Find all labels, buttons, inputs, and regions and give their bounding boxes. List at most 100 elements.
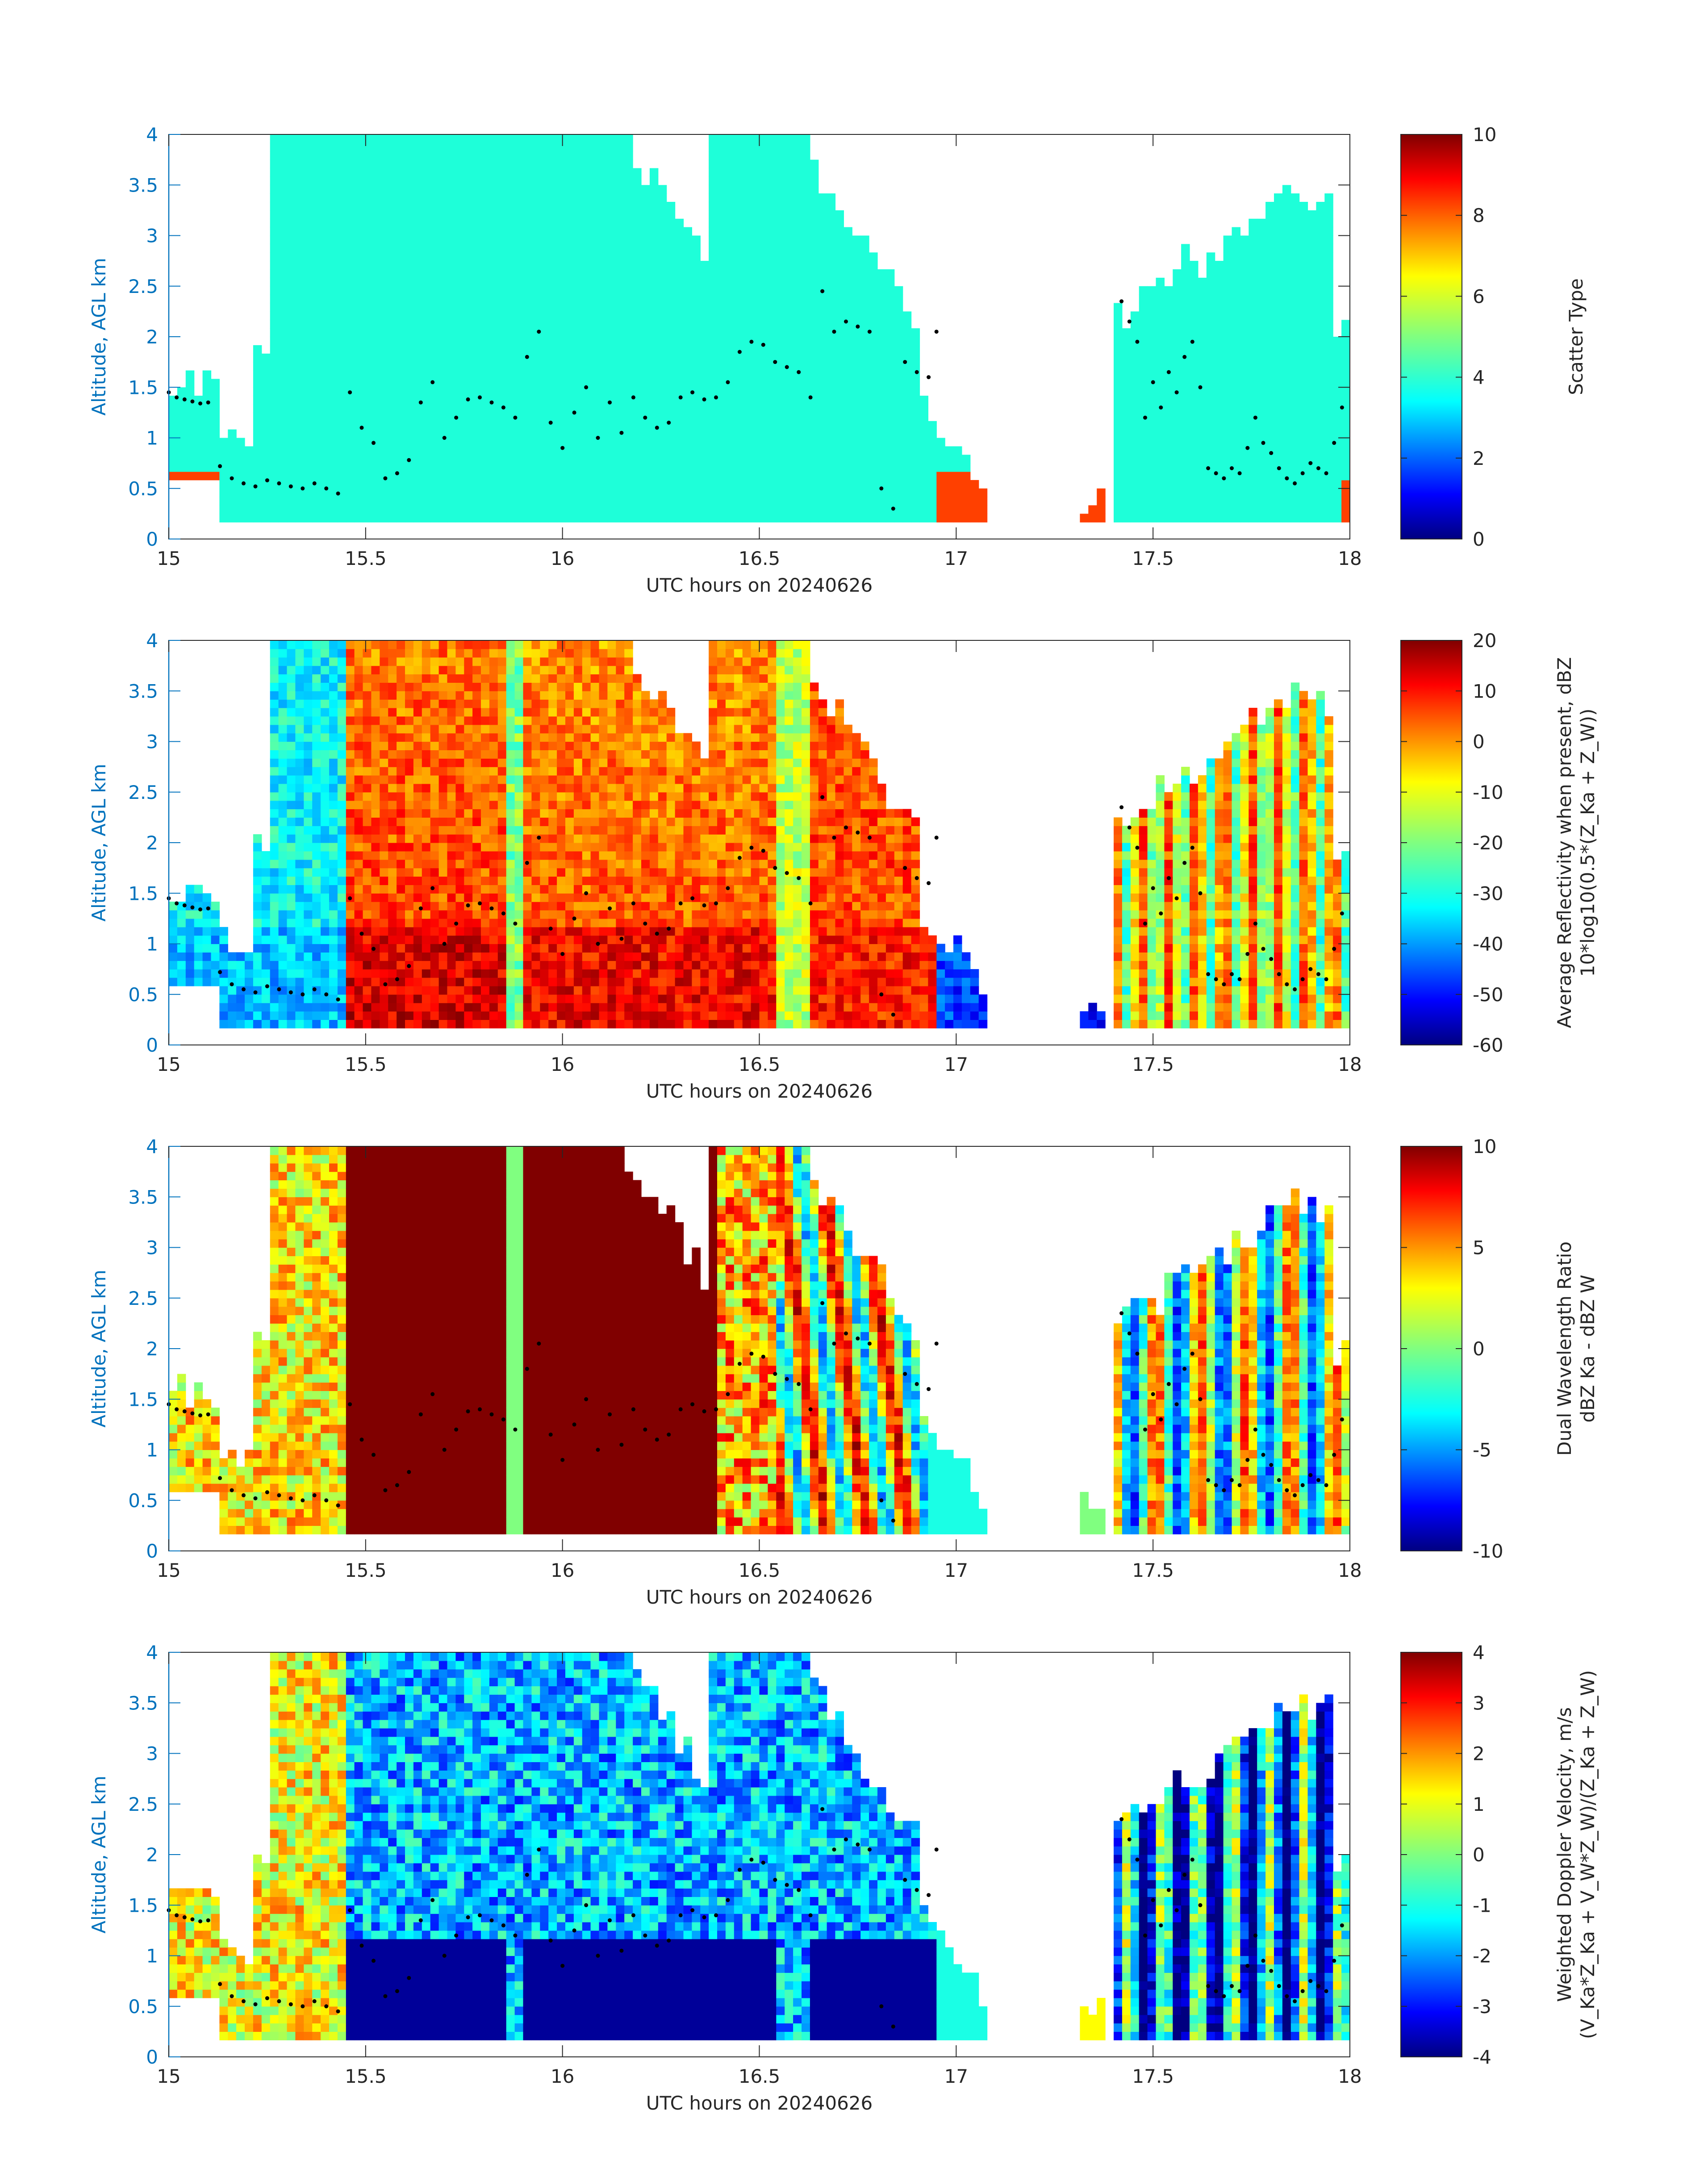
heatmap-cell: [1164, 497, 1173, 506]
heatmap-cell: [667, 311, 676, 320]
heatmap-cell: [793, 143, 802, 152]
heatmap-cell: [270, 733, 279, 742]
heatmap-cell: [279, 961, 288, 969]
heatmap-cell: [1156, 455, 1165, 464]
heatmap-cell: [633, 354, 642, 363]
heatmap-cell: [270, 236, 279, 245]
heatmap-cell: [498, 413, 507, 422]
heatmap-cell: [607, 286, 616, 295]
heatmap-cell: [523, 210, 532, 219]
heatmap-cell: [270, 176, 279, 185]
heatmap-cell: [422, 379, 431, 388]
heatmap-cell: [869, 430, 878, 439]
panels: 15 15.5 16 16.5 17 17.5 1800.511.522.533.54UTC…: [88, 124, 1599, 2114]
cloud-base-dot: [1119, 299, 1123, 303]
heatmap-cell: [1274, 354, 1283, 363]
heatmap-cell: [565, 227, 574, 236]
heatmap-cell: [464, 151, 473, 160]
heatmap-cell: [810, 387, 819, 396]
heatmap-cell: [869, 295, 878, 304]
heatmap-cell: [1122, 430, 1131, 439]
heatmap-cell: [726, 160, 735, 169]
heatmap-cell: [607, 362, 616, 371]
heatmap-cell: [397, 219, 405, 228]
heatmap-cell: [228, 489, 237, 497]
heatmap-cell: [321, 506, 330, 514]
heatmap-cell: [1156, 278, 1165, 287]
heatmap-cell: [700, 295, 709, 304]
heatmap-cell: [802, 134, 810, 143]
heatmap-cell: [624, 244, 633, 253]
heatmap-cell: [338, 168, 347, 177]
heatmap-cell: [760, 134, 768, 143]
heatmap-cell: [1198, 404, 1207, 413]
heatmap-cell: [810, 295, 819, 304]
heatmap-cell: [574, 354, 583, 363]
heatmap-cell: [743, 320, 752, 329]
heatmap-cell: [616, 252, 625, 261]
heatmap-cell: [616, 278, 625, 287]
heatmap-cell: [355, 413, 363, 422]
heatmap-cell: [675, 303, 684, 312]
heatmap-cell: [287, 691, 296, 700]
heatmap-cell: [869, 354, 878, 363]
heatmap-cell: [321, 168, 330, 177]
heatmap-cell: [633, 328, 642, 337]
heatmap-cell: [616, 168, 625, 177]
heatmap-cell: [1181, 303, 1190, 312]
heatmap-cell: [565, 269, 574, 278]
heatmap-cell: [531, 345, 540, 354]
heatmap-cell: [810, 421, 819, 430]
heatmap-cell: [1224, 430, 1232, 439]
heatmap-cell: [624, 210, 633, 219]
heatmap-cell: [633, 337, 642, 346]
heatmap-cell: [321, 413, 330, 422]
heatmap-cell: [599, 311, 608, 320]
heatmap-cell: [489, 210, 498, 219]
heatmap-cell: [658, 210, 667, 219]
heatmap-cell: [363, 261, 372, 270]
heatmap-cell: [279, 514, 288, 522]
heatmap-cell: [531, 160, 540, 169]
heatmap-cell: [498, 387, 507, 396]
heatmap-cell: [363, 404, 372, 413]
heatmap-cell: [776, 244, 785, 253]
heatmap-cell: [422, 328, 431, 337]
heatmap-cell: [776, 497, 785, 506]
heatmap-cell: [523, 413, 532, 422]
heatmap-cell: [506, 438, 515, 447]
heatmap-cell: [751, 202, 760, 211]
heatmap-cell: [1341, 472, 1350, 481]
heatmap-cell: [295, 826, 304, 835]
heatmap-cell: [1215, 269, 1224, 278]
heatmap-cell: [1324, 362, 1333, 371]
heatmap-cell: [1316, 497, 1325, 506]
heatmap-cell: [768, 337, 777, 346]
heatmap-cell: [667, 278, 676, 287]
heatmap-cell: [329, 497, 338, 506]
heatmap-cell: [279, 362, 288, 371]
heatmap-cell: [650, 463, 659, 472]
heatmap-cell: [844, 236, 852, 245]
heatmap-cell: [405, 497, 414, 506]
heatmap-cell: [607, 134, 616, 143]
heatmap-cell: [287, 944, 296, 953]
heatmap-cell: [743, 379, 752, 388]
heatmap-cell: [1274, 506, 1283, 514]
heatmap-cell: [768, 413, 777, 422]
heatmap-cell: [734, 421, 743, 430]
heatmap-cell: [734, 354, 743, 363]
heatmap-cell: [355, 193, 363, 202]
heatmap-cell: [523, 379, 532, 388]
heatmap-cell: [624, 489, 633, 497]
heatmap-cell: [346, 143, 355, 152]
heatmap-cell: [262, 1003, 271, 1012]
heatmap-cell: [945, 446, 954, 455]
heatmap-cell: [726, 227, 735, 236]
heatmap-cell: [936, 455, 945, 464]
heatmap-cell: [270, 514, 279, 522]
heatmap-cell: [329, 295, 338, 304]
heatmap-cell: [489, 430, 498, 439]
heatmap-cell: [768, 489, 777, 497]
heatmap-cell: [810, 252, 819, 261]
